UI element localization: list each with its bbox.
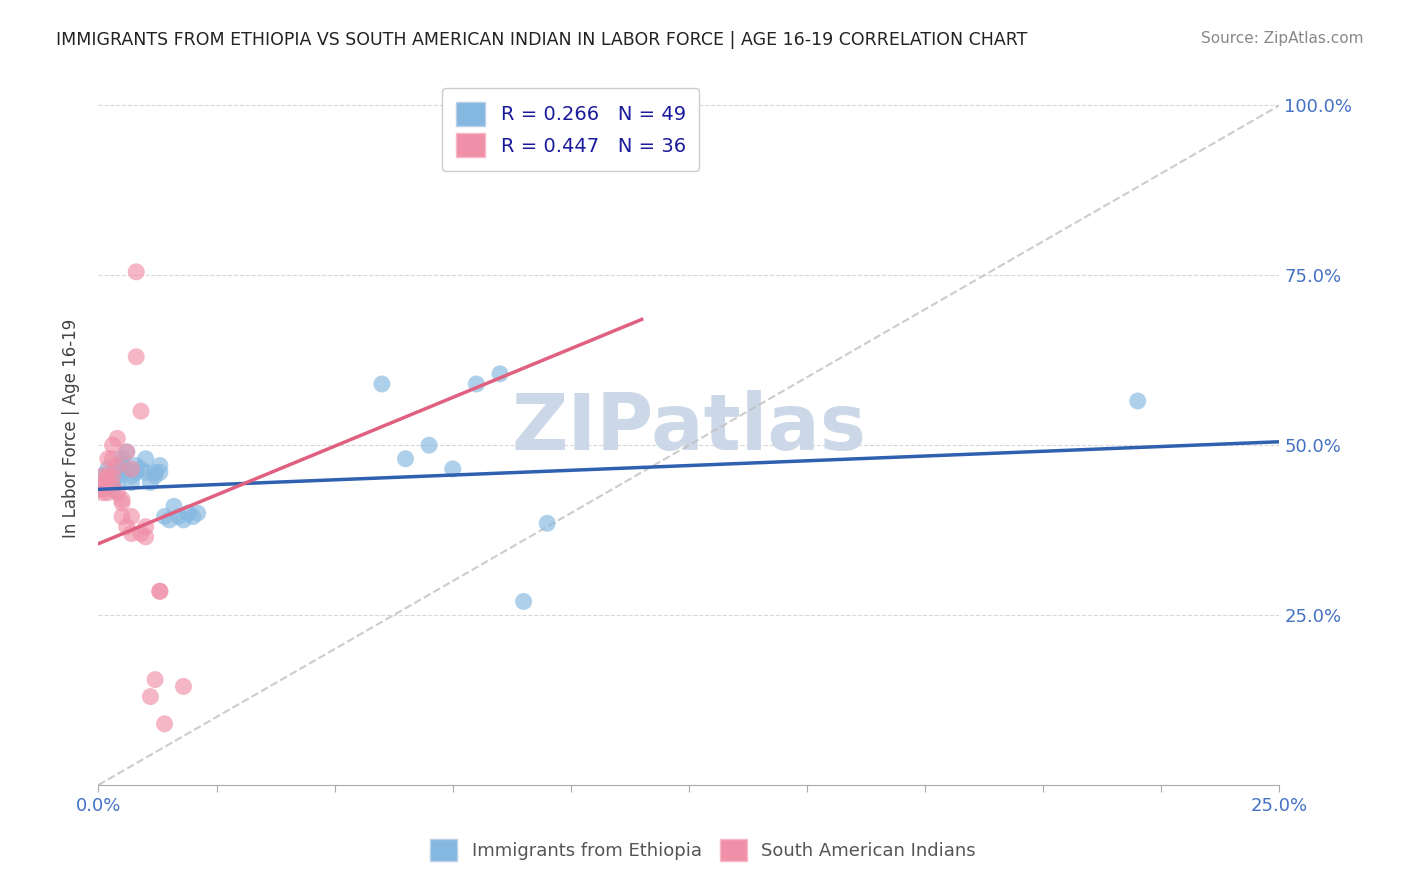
Point <box>153 509 176 524</box>
Point <box>105 462 128 476</box>
Legend: R = 0.266   N = 49, R = 0.447   N = 36: R = 0.266 N = 49, R = 0.447 N = 36 <box>443 88 699 170</box>
Point <box>111 451 134 466</box>
Point <box>125 466 148 480</box>
Point <box>143 468 166 483</box>
Point <box>129 404 152 418</box>
Point <box>536 516 558 531</box>
Point <box>149 584 172 599</box>
Point <box>149 458 172 473</box>
Point <box>97 472 120 486</box>
Point <box>441 462 464 476</box>
Point <box>172 680 194 694</box>
Point <box>149 584 172 599</box>
Point <box>91 468 114 483</box>
Point <box>91 479 114 493</box>
Point <box>105 468 128 483</box>
Point <box>91 468 114 483</box>
Point <box>105 475 128 490</box>
Point <box>101 451 124 466</box>
Point <box>512 594 534 608</box>
Point <box>135 466 157 480</box>
Point <box>135 451 157 466</box>
Point <box>394 451 416 466</box>
Point <box>101 468 124 483</box>
Point <box>115 445 138 459</box>
Point <box>121 462 143 476</box>
Point <box>121 509 143 524</box>
Point <box>125 350 148 364</box>
Point <box>101 475 124 490</box>
Point <box>121 468 143 483</box>
Point <box>163 500 186 514</box>
Y-axis label: In Labor Force | Age 16-19: In Labor Force | Age 16-19 <box>62 318 80 538</box>
Point <box>97 451 120 466</box>
Point <box>121 475 143 490</box>
Point <box>91 485 114 500</box>
Point <box>115 519 138 533</box>
Point <box>111 492 134 507</box>
Point <box>97 462 120 476</box>
Point <box>101 438 124 452</box>
Point <box>115 462 138 476</box>
Text: IMMIGRANTS FROM ETHIOPIA VS SOUTH AMERICAN INDIAN IN LABOR FORCE | AGE 16-19 COR: IMMIGRANTS FROM ETHIOPIA VS SOUTH AMERIC… <box>56 31 1028 49</box>
Point <box>157 513 180 527</box>
Point <box>121 526 143 541</box>
Point <box>97 485 120 500</box>
Point <box>105 485 128 500</box>
Point <box>465 376 488 391</box>
Point <box>111 509 134 524</box>
Point <box>1126 394 1149 409</box>
Point <box>101 483 124 497</box>
Point <box>97 468 120 483</box>
Point <box>91 475 114 490</box>
Point <box>143 673 166 687</box>
Point <box>187 506 209 520</box>
Text: ZIPatlas: ZIPatlas <box>512 390 866 467</box>
Point <box>143 466 166 480</box>
Point <box>97 472 120 486</box>
Point <box>167 509 190 524</box>
Point <box>129 462 152 476</box>
Point <box>125 458 148 473</box>
Point <box>135 530 157 544</box>
Point <box>181 509 204 524</box>
Point <box>87 483 110 497</box>
Point <box>111 458 134 473</box>
Point <box>97 479 120 493</box>
Point <box>125 265 148 279</box>
Point <box>153 716 176 731</box>
Point <box>101 479 124 493</box>
Point <box>91 475 114 490</box>
Point <box>111 466 134 480</box>
Point <box>371 376 394 391</box>
Point <box>129 526 152 541</box>
Point <box>172 513 194 527</box>
Point <box>149 466 172 480</box>
Point <box>91 483 114 497</box>
Point <box>139 475 162 490</box>
Point <box>97 468 120 483</box>
Point <box>105 458 128 473</box>
Legend: Immigrants from Ethiopia, South American Indians: Immigrants from Ethiopia, South American… <box>422 830 984 870</box>
Text: Source: ZipAtlas.com: Source: ZipAtlas.com <box>1201 31 1364 46</box>
Point <box>105 431 128 445</box>
Point <box>115 445 138 459</box>
Point <box>135 519 157 533</box>
Point <box>101 472 124 486</box>
Point <box>177 506 200 520</box>
Point <box>111 496 134 510</box>
Point <box>418 438 440 452</box>
Point <box>489 367 512 381</box>
Point <box>87 483 110 497</box>
Point <box>139 690 162 704</box>
Point <box>101 466 124 480</box>
